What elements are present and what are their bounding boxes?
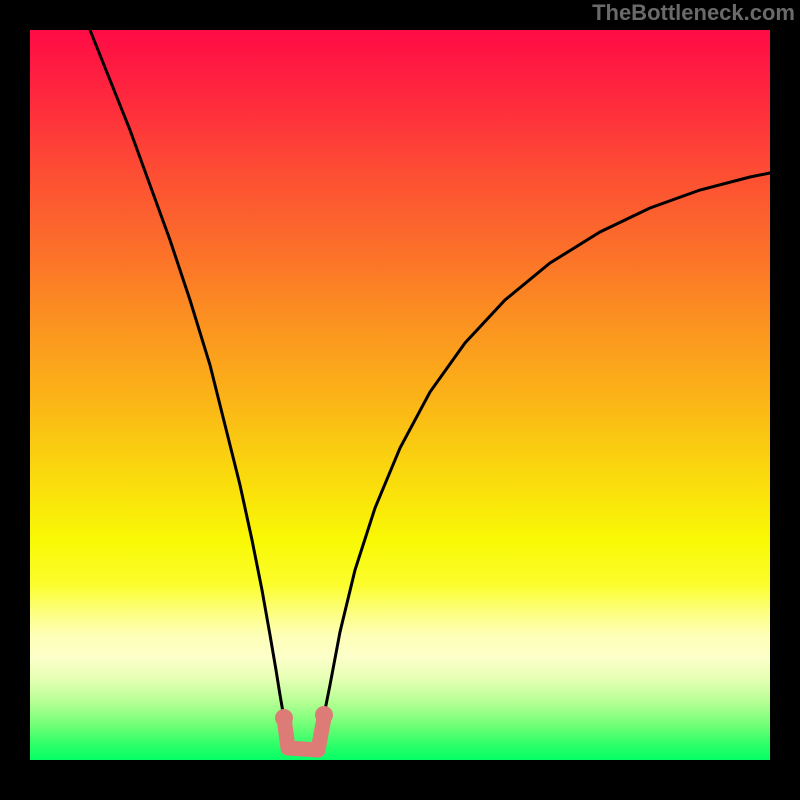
watermark-text: TheBottleneck.com (592, 0, 795, 25)
bottleneck-chart: TheBottleneck.com (0, 0, 800, 800)
plot-gradient (30, 30, 770, 760)
